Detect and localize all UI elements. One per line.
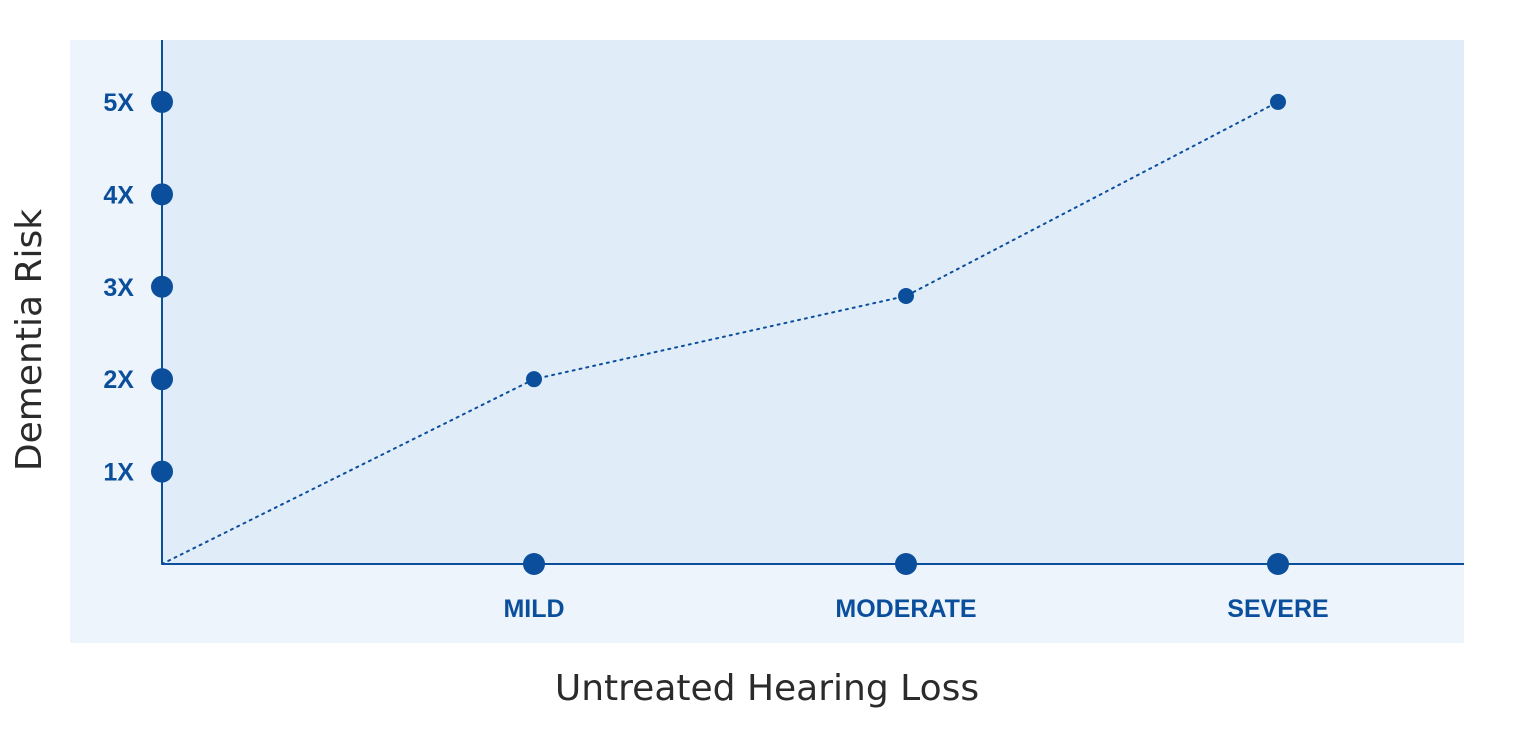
- x-tick-dot: [1267, 553, 1289, 575]
- x-tick-label: MODERATE: [835, 595, 976, 623]
- x-tick-label: SEVERE: [1227, 595, 1328, 623]
- data-point: [898, 287, 914, 304]
- x-ticks-layer: MILD MODERATE SEVERE: [503, 553, 1329, 623]
- plot-area: [162, 40, 1464, 564]
- x-tick-dot: [895, 553, 917, 575]
- y-tick-dot: [151, 183, 173, 206]
- data-point: [526, 371, 542, 388]
- data-point: [1270, 93, 1286, 110]
- series-layer: [161, 93, 1286, 565]
- y-axis-title: Dementia Risk: [9, 209, 50, 471]
- y-tick-dot: [151, 90, 173, 113]
- y-tick-label: 1X: [103, 459, 134, 487]
- x-tick-dot: [523, 553, 545, 575]
- y-tick-dot: [151, 460, 173, 483]
- y-tick-label: 4X: [103, 181, 134, 209]
- y-ticks-layer: 1X 2X 3X 4X 5X: [103, 89, 173, 487]
- y-tick-dot: [151, 275, 173, 298]
- x-tick-label: MILD: [503, 595, 564, 623]
- y-tick-label: 5X: [103, 89, 134, 117]
- x-axis-title: Untreated Hearing Loss: [555, 668, 979, 709]
- y-tick-label: 3X: [103, 274, 134, 302]
- y-tick-label: 2X: [103, 366, 134, 394]
- y-tick-dot: [151, 368, 173, 391]
